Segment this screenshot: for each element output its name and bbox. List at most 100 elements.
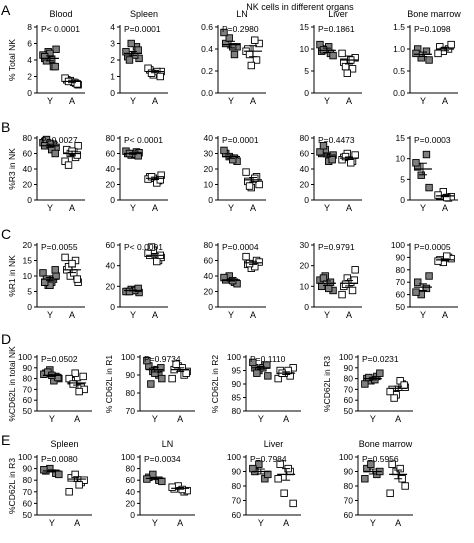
p-value: P=0.2980: [222, 24, 259, 34]
panel-1-4: 0 5 10 15 Y A P=0.0003: [396, 133, 458, 213]
p-value: P=0.0005: [414, 242, 451, 252]
young-point: [425, 272, 433, 280]
group-label: Y: [370, 414, 376, 424]
y-tick-label: 80: [23, 133, 33, 143]
y-tick-label: 80: [344, 374, 354, 384]
y-tick-label: 80: [204, 240, 214, 250]
y-tick-label: 40: [204, 271, 214, 281]
y-tick-label: 90: [23, 363, 33, 373]
p-value: P< 0.0001: [124, 135, 163, 145]
young-point: [361, 380, 369, 388]
y-tick-label: 100: [227, 352, 241, 362]
y-tick-label: 50: [23, 406, 33, 416]
y-tick-label: 80: [232, 481, 242, 491]
y-tick-label: 1.0: [393, 44, 405, 54]
y-tick-label: 90: [23, 464, 33, 474]
y-tick-label: 15: [300, 22, 310, 32]
y-tick-label: 100: [339, 452, 353, 462]
aged-point: [276, 460, 284, 468]
young-point: [367, 460, 375, 468]
aged-point: [434, 49, 442, 58]
y-tick-label: 60: [344, 510, 354, 520]
group-label: Y: [152, 414, 158, 424]
aged-point: [245, 182, 254, 190]
y-tick-label: 70: [396, 277, 406, 287]
aged-point: [168, 483, 176, 491]
young-point: [134, 46, 142, 54]
panel-4-3: 60 70 80 90 100 Y A P=0.5956 Bone marrow: [339, 439, 413, 528]
group-label: A: [442, 96, 448, 106]
aged-point: [388, 460, 396, 468]
y-tick-label: 70: [23, 487, 33, 497]
aged-point: [390, 394, 398, 402]
young-point: [220, 273, 228, 282]
p-value: P< 0.0001: [41, 24, 80, 34]
aged-point: [80, 476, 88, 484]
aged-point: [338, 290, 346, 299]
y-tick-label: 0: [110, 88, 115, 98]
y-axis-label: %CD62L in R3: [7, 458, 17, 514]
y-tick-label: 20: [23, 180, 33, 190]
p-value: P=0.0003: [414, 135, 451, 145]
young-point: [51, 266, 59, 274]
group-label: A: [395, 518, 401, 528]
aged-point: [401, 482, 409, 490]
group-label: A: [74, 414, 80, 424]
y-tick-label: 0.2: [201, 66, 213, 76]
group-label: Y: [47, 310, 53, 320]
p-value: P< 0.0001: [124, 242, 163, 252]
p-value: P=0.0055: [41, 242, 78, 252]
y-tick-label: 60: [396, 290, 406, 300]
p-value: P=0.0080: [41, 454, 78, 464]
aged-point: [348, 286, 357, 295]
group-label: Y: [420, 96, 426, 106]
young-point: [220, 28, 228, 37]
y-tick-label: 20: [300, 180, 310, 190]
y-tick-label: 70: [126, 406, 136, 416]
y-tick-label: 60: [23, 149, 33, 159]
y-tick-label: 40: [300, 164, 310, 174]
y-tick-label: 30: [300, 240, 310, 250]
young-point: [422, 150, 431, 159]
y-tick-label: 2: [110, 55, 115, 65]
group-label: Y: [228, 96, 234, 106]
y-tick-label: 60: [23, 498, 33, 508]
aged-point: [274, 475, 282, 483]
panel-0-4: 0.0 0.5 1.0 1.5 Y A P=0.1098 Bone marrow: [393, 9, 461, 106]
group-label: A: [250, 96, 256, 106]
y-tick-label: 90: [344, 467, 354, 477]
aged-point: [69, 380, 77, 388]
p-value: P=0.0001: [124, 24, 161, 34]
y-tick-label: 95: [232, 366, 242, 376]
panel-3-1: 70 80 90 100 Y A P=0.9734 % CD62L in R1: [104, 352, 195, 424]
group-label: A: [346, 310, 352, 320]
group-label: Y: [228, 310, 234, 320]
aged-point: [338, 49, 346, 58]
row-letter-c: C: [1, 226, 11, 242]
panel-2-4: 50 60 70 80 90 100 Y A P=0.0005: [391, 240, 458, 320]
group-label: Y: [324, 96, 330, 106]
panel-1-0: 0 20 40 60 80 Y A P=0.0027 %R3 in NK: [7, 133, 85, 213]
aged-point: [168, 374, 176, 383]
panel-title: Spleen: [50, 439, 78, 449]
y-tick-label: 80: [106, 133, 116, 143]
y-tick-label: 90: [232, 379, 242, 389]
y-tick-label: 40: [106, 261, 116, 271]
panel-title: Liver: [328, 9, 348, 19]
young-point: [41, 278, 49, 286]
y-tick-label: 60: [232, 510, 242, 520]
y-tick-label: 1.5: [393, 22, 405, 32]
panel-3-2: 80 85 90 95 100 Y A P=0.1110 % CD62L in R2: [210, 352, 301, 424]
y-tick-label: 20: [204, 164, 214, 174]
aged-point: [341, 280, 350, 288]
y-tick-label: 60: [106, 149, 116, 159]
p-value: P=0.0034: [144, 454, 181, 464]
y-axis-label: % CD62L in R1: [104, 355, 114, 414]
y-tick-label: 80: [300, 133, 310, 143]
panel-title: Spleen: [130, 9, 158, 19]
y-tick-label: 5: [304, 66, 309, 76]
y-tick-label: 0: [130, 510, 135, 520]
